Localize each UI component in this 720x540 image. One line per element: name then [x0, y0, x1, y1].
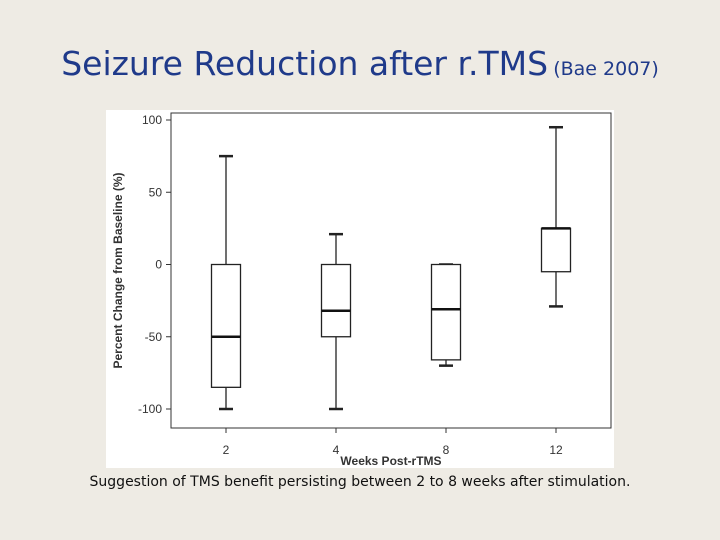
slide-title: Seizure Reduction after r.TMS (Bae 2007) — [0, 44, 720, 83]
box-plot-svg: 100 50 0 -50 -100 Percent Change from Baselin… — [111, 112, 612, 468]
slide-title-main: Seizure Reduction after r.TMS — [61, 44, 549, 83]
iqr-box — [320, 263, 352, 338]
x-axis-label: Weeks Post-rTMS — [340, 454, 441, 468]
x-tick-label: 4 — [333, 443, 340, 457]
slide-title-citation: (Bae 2007) — [553, 58, 659, 80]
x-tick-label: 2 — [223, 443, 230, 457]
y-tick-label: 50 — [149, 185, 163, 199]
y-tick-label: 0 — [155, 258, 162, 272]
y-axis-label: Percent Change from Baseline (%) — [111, 172, 125, 368]
box-plot-chart: 100 50 0 -50 -100 Percent Change from Baselin… — [106, 110, 614, 468]
slide-caption: Suggestion of TMS benefit persisting bet… — [89, 474, 631, 490]
x-tick-label: 8 — [443, 443, 450, 457]
iqr-box — [210, 263, 242, 388]
iqr-box — [430, 263, 462, 361]
plot-frame — [170, 112, 612, 429]
x-tick-label: 12 — [549, 443, 563, 457]
y-tick-label: -50 — [145, 330, 163, 344]
iqr-box — [540, 227, 572, 273]
y-tick-label: 100 — [142, 113, 162, 127]
y-tick-label: -100 — [138, 402, 162, 416]
